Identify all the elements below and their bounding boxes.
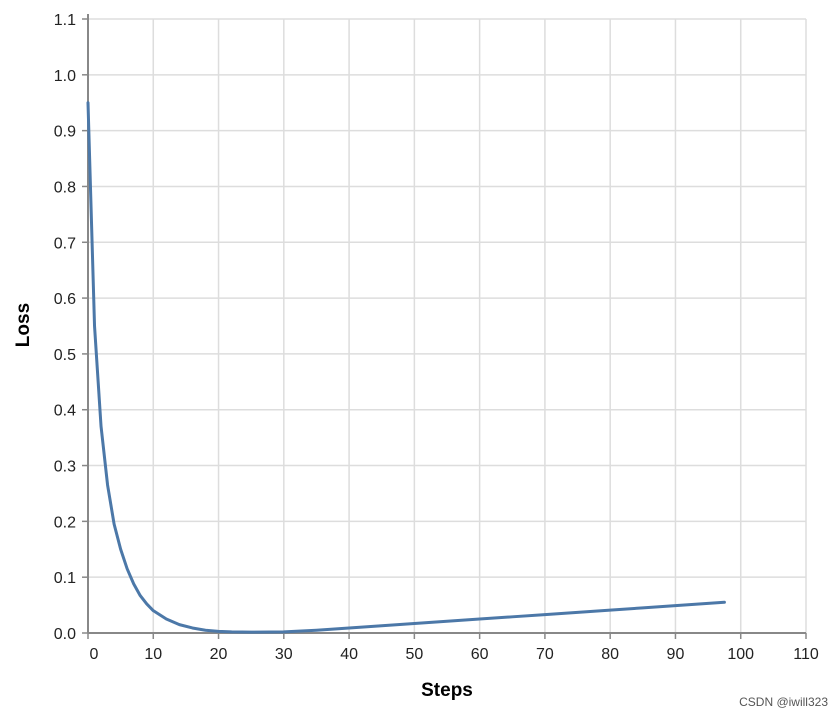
x-axis-title: Steps [421,680,473,701]
x-tick-label: 50 [405,646,423,663]
x-tick-label: 10 [144,646,162,663]
y-tick-label: 1.0 [54,68,76,85]
grid [87,18,807,634]
x-tick-label: 80 [601,646,619,663]
x-tick-label: 100 [727,646,754,663]
y-axis-title: Loss [13,303,34,347]
y-tick-label: 0.3 [54,459,76,476]
x-tick-label: 90 [667,646,685,663]
y-tick-label: 0.9 [54,124,76,141]
y-tick-label: 0.0 [54,626,76,643]
y-tick-label: 0.6 [54,291,76,308]
y-tick-label: 0.7 [54,235,76,252]
watermark: CSDN @iwill323 [739,695,828,709]
x-tick-label: 110 [793,646,819,663]
y-tick-label: 0.8 [54,179,76,196]
x-tick-label: 20 [210,646,228,663]
y-tick-label: 0.5 [54,347,76,364]
x-tick-label: 40 [340,646,358,663]
axes [82,14,807,639]
tick-labels: 0 10 20 30 40 50 60 70 80 90 100 110 0.0 0.1 0.2 0.3 0.4… [54,12,819,663]
series [86,101,726,634]
loss-series-line [86,101,726,634]
y-tick-label: 0.1 [54,570,76,587]
x-tick-label: 70 [536,646,554,663]
y-tick-label: 1.1 [54,12,76,29]
y-tick-label: 0.2 [54,514,76,531]
x-tick-label: 60 [471,646,489,663]
x-tick-label: 30 [275,646,293,663]
y-tick-label: 0.4 [54,403,76,420]
x-tick-label: 0 [90,646,99,663]
